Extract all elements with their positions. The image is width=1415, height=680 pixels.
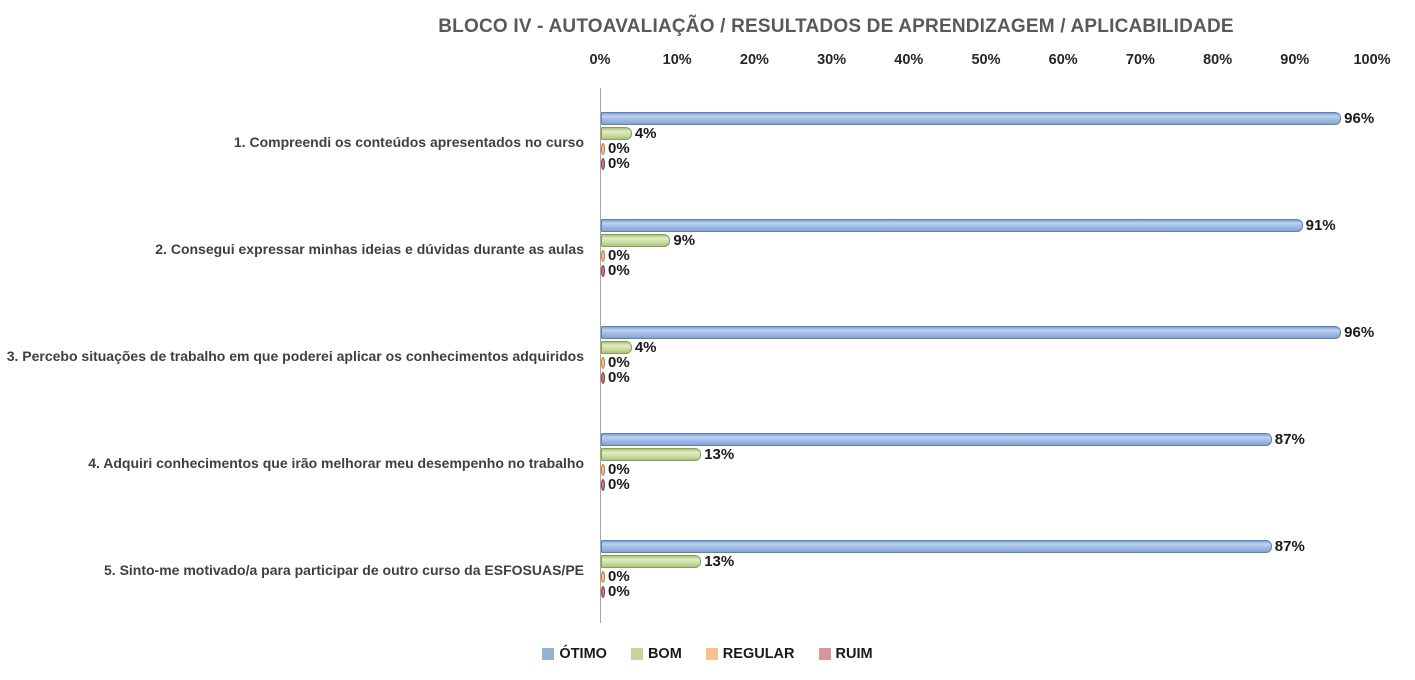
data-label: 0% xyxy=(608,354,630,371)
bar-regular xyxy=(601,249,605,262)
data-label: 0% xyxy=(608,247,630,264)
legend-item-otimo: ÓTIMO xyxy=(542,646,607,662)
legend-label: BOM xyxy=(647,646,682,662)
data-label: 13% xyxy=(704,446,735,463)
data-label: 96% xyxy=(1344,324,1375,341)
category-axis: 1. Compreendi os conteúdos apresentados … xyxy=(0,88,593,623)
bar-group-3: 96% 4% 0% 0% xyxy=(601,302,1375,409)
x-tick: 60% xyxy=(1048,52,1078,68)
bar-bom xyxy=(601,448,702,461)
x-tick: 0% xyxy=(589,52,611,68)
x-tick: 70% xyxy=(1125,52,1155,68)
bar-regular xyxy=(601,142,605,155)
bar-regular xyxy=(601,356,605,369)
bar-ruim xyxy=(601,371,605,384)
data-label: 13% xyxy=(704,553,735,570)
chart-title: BLOCO IV - AUTOAVALIAÇÃO / RESULTADOS DE… xyxy=(438,16,1234,37)
data-label: 0% xyxy=(608,262,630,279)
bar-group-1: 96% 4% 0% 0% xyxy=(601,88,1375,195)
bar-otimo xyxy=(601,219,1303,232)
legend-swatch-ruim xyxy=(818,648,831,660)
bar-regular xyxy=(601,463,605,476)
data-label: 0% xyxy=(608,140,630,157)
bar-bom xyxy=(601,127,632,140)
x-axis: 0% 10% 20% 30% 40% 50% 60% 70% 80% 90% 1… xyxy=(590,52,1391,70)
data-label: 4% xyxy=(634,339,657,356)
legend-item-ruim: RUIM xyxy=(818,646,873,662)
legend-label: REGULAR xyxy=(722,646,795,662)
data-label: 4% xyxy=(634,125,657,142)
data-label: 96% xyxy=(1344,110,1375,127)
x-tick: 30% xyxy=(817,52,847,68)
x-tick: 20% xyxy=(739,52,769,68)
data-label: 87% xyxy=(1274,538,1305,555)
bar-group-4: 87% 13% 0% 0% xyxy=(601,409,1372,516)
legend-item-regular: REGULAR xyxy=(705,646,795,662)
category-label: 5. Sinto-me motivado/a para participar d… xyxy=(104,561,584,578)
legend-swatch-otimo xyxy=(542,648,555,660)
x-tick: 10% xyxy=(662,52,692,68)
bar-ruim xyxy=(601,585,605,598)
x-tick: 50% xyxy=(971,52,1001,68)
data-label: 0% xyxy=(608,461,630,478)
bar-otimo xyxy=(601,540,1272,553)
bar-otimo xyxy=(601,326,1342,339)
data-label: 0% xyxy=(608,568,630,585)
category-label: 4. Adquiri conhecimentos que irão melhor… xyxy=(88,454,584,471)
bar-group-2: 91% 9% 0% 0% xyxy=(601,195,1372,302)
x-tick: 80% xyxy=(1203,52,1233,68)
bar-ruim xyxy=(601,478,605,491)
legend-swatch-regular xyxy=(705,648,718,660)
bar-otimo xyxy=(601,433,1272,446)
legend-item-bom: BOM xyxy=(630,646,682,662)
x-tick: 100% xyxy=(1353,52,1391,68)
x-tick: 90% xyxy=(1280,52,1310,68)
bar-bom xyxy=(601,234,671,247)
category-label: 3. Percebo situações de trabalho em que … xyxy=(6,347,584,364)
x-tick: 40% xyxy=(894,52,924,68)
bar-bom xyxy=(601,555,702,568)
data-label: 9% xyxy=(673,232,696,249)
data-label: 87% xyxy=(1274,431,1305,448)
legend: ÓTIMO BOM REGULAR RUIM xyxy=(0,646,1415,662)
data-label: 0% xyxy=(608,155,630,172)
category-label: 1. Compreendi os conteúdos apresentados … xyxy=(233,133,584,150)
plot-area: 96% 4% 0% 0% 91% 9% 0% 0% 96% 4% 0% 0% 8… xyxy=(600,88,1375,623)
bar-ruim xyxy=(601,157,605,170)
category-label: 2. Consegui expressar minhas ideias e dú… xyxy=(155,240,584,257)
data-label: 0% xyxy=(608,476,630,493)
data-label: 0% xyxy=(608,583,630,600)
bar-regular xyxy=(601,570,605,583)
bar-ruim xyxy=(601,264,605,277)
legend-label: RUIM xyxy=(835,646,873,662)
legend-swatch-bom xyxy=(630,648,643,660)
bar-otimo xyxy=(601,112,1342,125)
data-label: 0% xyxy=(608,369,630,386)
data-label: 91% xyxy=(1305,217,1336,234)
bar-group-5: 87% 13% 0% 0% xyxy=(601,516,1372,623)
legend-label: ÓTIMO xyxy=(559,646,607,662)
bar-bom xyxy=(601,341,632,354)
